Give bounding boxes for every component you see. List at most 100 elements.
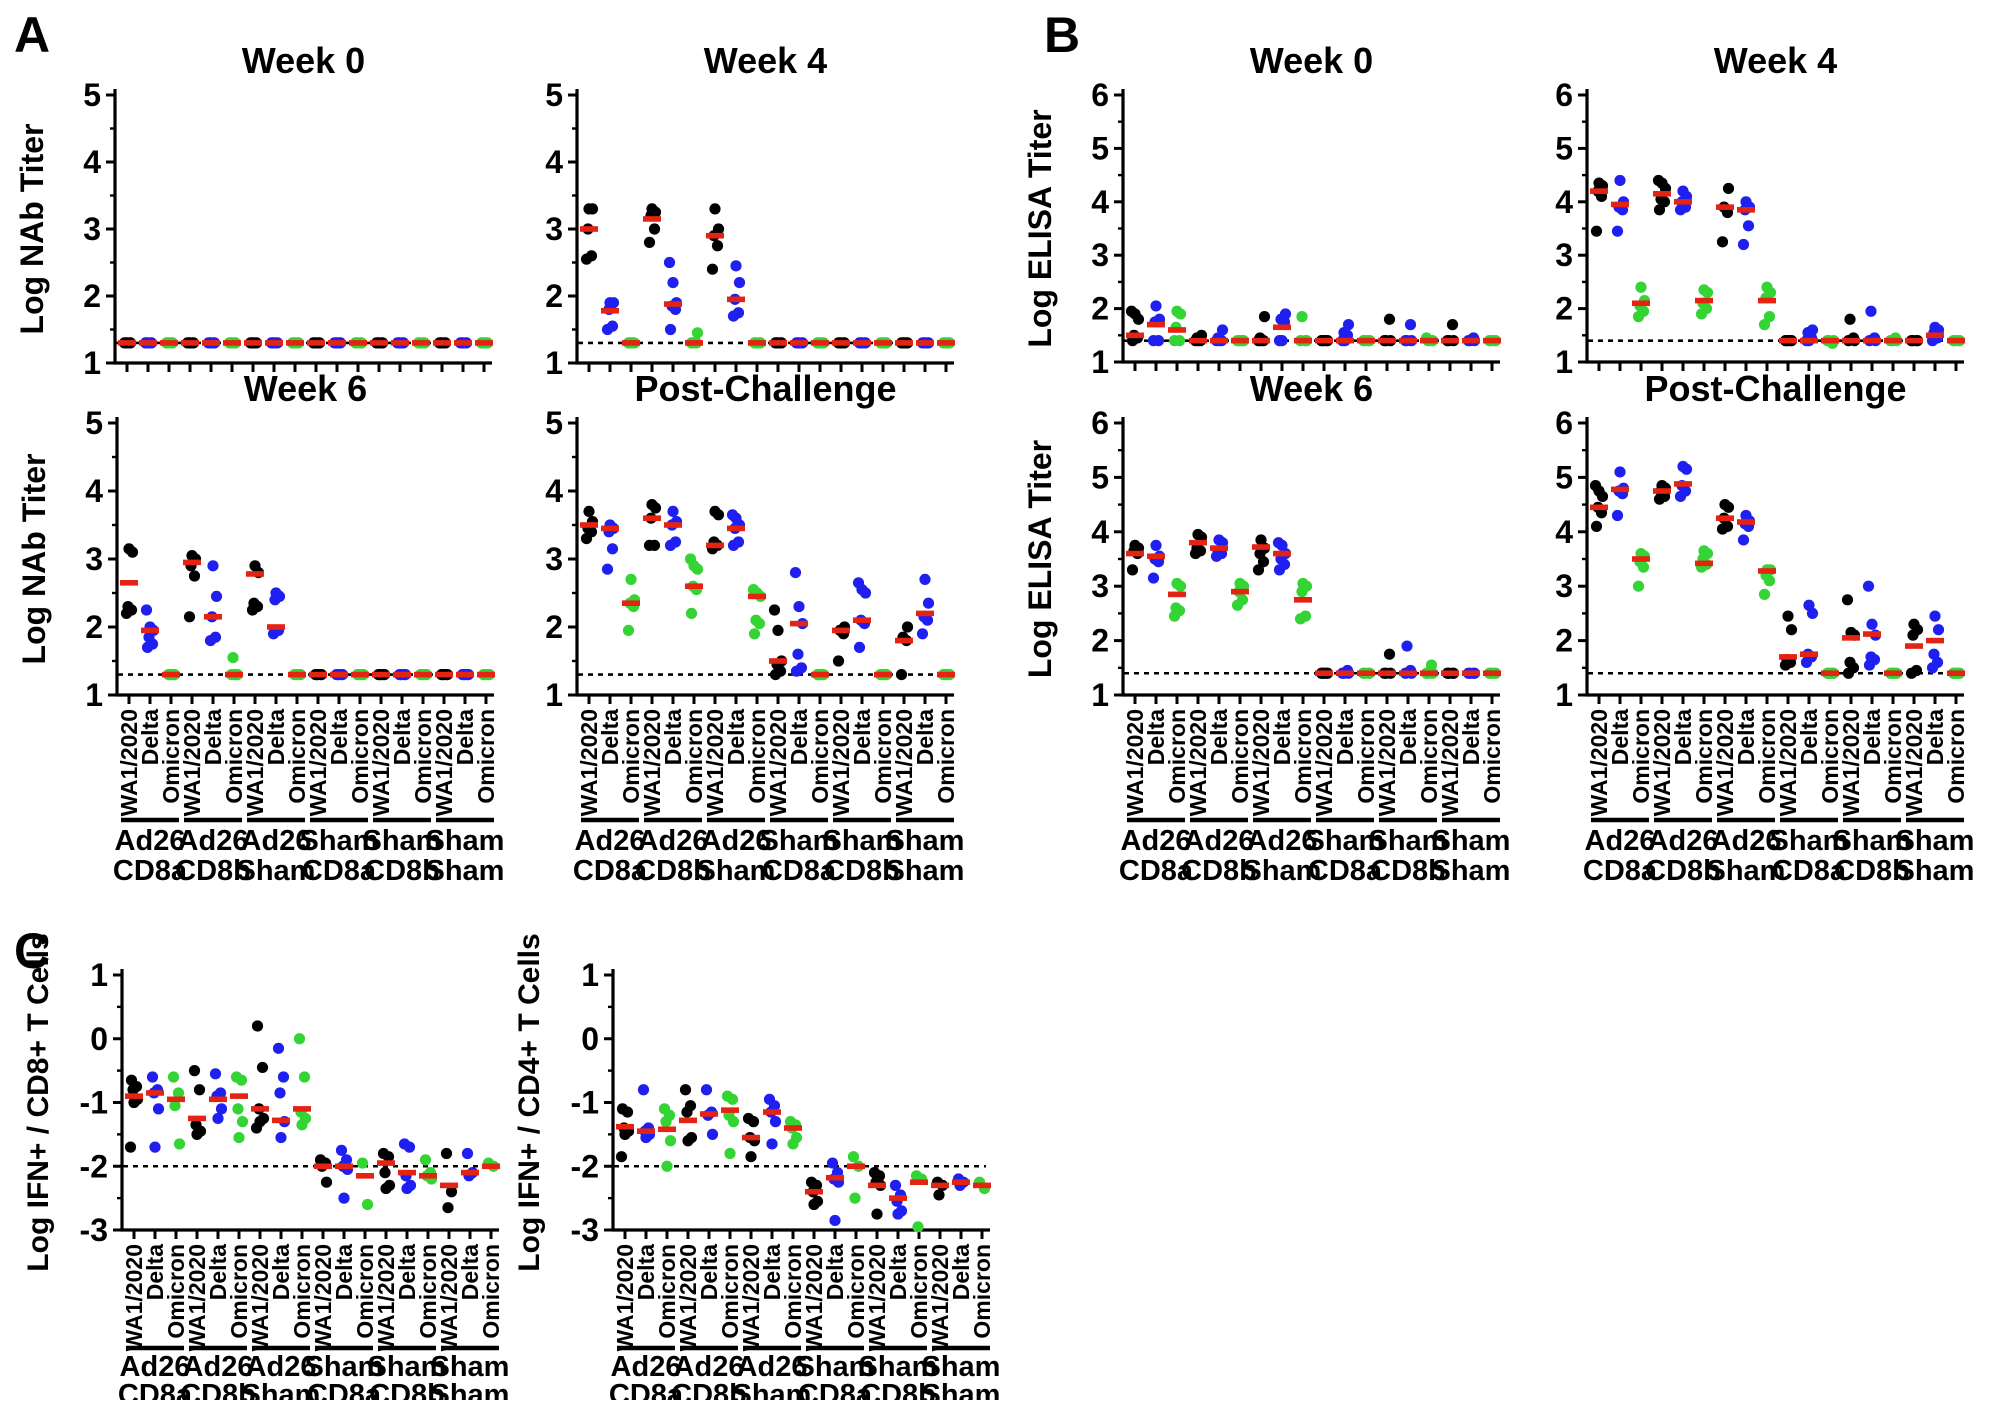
median-bar <box>790 340 808 346</box>
y-tick-label: -2 <box>80 1148 108 1184</box>
data-point <box>922 597 935 609</box>
data-point <box>916 628 929 640</box>
column-ad26-sham-2: Omicron <box>284 669 310 804</box>
column-sham-cd8a-0 <box>769 337 788 372</box>
column-ad26-cd8b-2 <box>1695 284 1714 371</box>
median-bar <box>477 671 495 678</box>
data-point <box>646 499 658 511</box>
data-point <box>419 1154 432 1166</box>
y-tick-label: 5 <box>1555 459 1573 495</box>
median-bar <box>1399 337 1417 344</box>
variant-label: Omicron <box>410 709 436 804</box>
data-point <box>789 567 802 579</box>
variant-label: Omicron <box>473 709 499 804</box>
median-bar <box>223 340 241 346</box>
data-point <box>745 1151 757 1163</box>
column-ad26-cd8b-0: WA1/2020 <box>184 1065 210 1351</box>
data-point <box>648 539 661 552</box>
median-bar <box>435 671 453 678</box>
median-bar <box>727 525 745 532</box>
variant-label: WA1/2020 <box>1248 709 1274 816</box>
variant-label: Delta <box>1458 709 1484 765</box>
variant-label: WA1/2020 <box>242 709 268 816</box>
data-point <box>1785 624 1798 636</box>
data-point <box>1252 564 1265 576</box>
median-bar <box>1779 337 1797 344</box>
group-label-line1: Sham <box>1896 825 1975 857</box>
column-ad26-sham-1: Delta <box>1733 509 1759 765</box>
median-bar <box>1863 631 1881 637</box>
column-ad26-cd8a-2 <box>1632 281 1651 371</box>
variant-label: WA1/2020 <box>1901 709 1927 816</box>
column-ad26-cd8b-1: Delta <box>205 1068 231 1300</box>
variant-label: Omicron <box>654 1244 680 1339</box>
data-point <box>169 1100 181 1112</box>
variant-label: WA1/2020 <box>702 709 728 816</box>
variant-label: WA1/2020 <box>1649 709 1675 816</box>
column-ad26-cd8a-1: Delta <box>1607 466 1633 765</box>
group-label-line2: CD8a <box>1772 855 1847 887</box>
y-tick-label: 2 <box>1555 291 1573 327</box>
median-bar <box>1590 504 1608 511</box>
column-sham-sham-2 <box>1483 335 1502 371</box>
column-ad26-sham-1: Delta <box>1269 537 1295 765</box>
column-sham-cd8b-0: WA1/2020 <box>864 1167 890 1351</box>
subplot-b_post: 123456Post-ChallengeWA1/2020DeltaOmicron… <box>1555 368 1974 887</box>
median-bar <box>139 340 157 346</box>
data-point <box>172 1087 185 1099</box>
panel-letter-b: B <box>1044 7 1080 63</box>
column-sham-cd8b-1: Delta <box>1859 580 1885 765</box>
data-point <box>1803 599 1815 611</box>
data-point <box>1299 610 1312 622</box>
column-sham-cd8b-1 <box>1399 319 1418 371</box>
column-ad26-sham-0: WA1/2020 <box>702 505 728 816</box>
y-tick-label: 1 <box>1555 344 1573 380</box>
median-bar <box>580 226 598 232</box>
variant-label: Omicron <box>158 709 184 804</box>
group-label-line1: Ad26 <box>1247 825 1318 857</box>
column-ad26-sham-2: Omicron <box>1754 564 1780 804</box>
column-sham-cd8a-1 <box>328 337 347 372</box>
column-ad26-cd8a-0 <box>580 203 599 372</box>
column-ad26-cd8b-2: Omicron <box>1691 545 1717 804</box>
column-sham-cd8b-0: WA1/2020 <box>828 621 854 816</box>
data-point <box>1258 311 1271 323</box>
median-bar <box>244 340 262 346</box>
median-bar <box>1842 635 1860 641</box>
column-sham-cd8b-1: Delta <box>1395 640 1421 765</box>
data-point <box>233 1131 245 1144</box>
median-bar <box>1294 597 1312 603</box>
column-ad26-cd8a-0 <box>118 337 137 372</box>
group-label-line1: Ad26 <box>241 825 312 857</box>
data-point <box>146 1071 159 1083</box>
variant-label: Delta <box>452 709 478 765</box>
variant-label: Omicron <box>870 709 896 804</box>
variant-label: WA1/2020 <box>1185 709 1211 816</box>
group-label-line2: Sham <box>697 855 776 887</box>
data-point <box>338 1192 350 1204</box>
data-point <box>1782 610 1794 622</box>
data-point <box>682 1135 694 1147</box>
y-tick-label: 4 <box>545 144 563 180</box>
y-tick-label: 5 <box>85 405 103 441</box>
data-point <box>664 323 677 336</box>
variant-label: Omicron <box>969 1244 995 1339</box>
group-label-line1: Sham <box>368 1351 447 1383</box>
data-point <box>892 1208 904 1220</box>
variant-label: Delta <box>389 709 415 765</box>
median-bar <box>700 1111 718 1117</box>
column-sham-cd8a-2: Omicron <box>807 669 833 804</box>
data-point <box>1589 479 1602 492</box>
column-sham-sham-0: WA1/2020 <box>891 621 917 816</box>
group-label-line1: Sham <box>922 1351 1001 1383</box>
median-bar <box>118 340 136 346</box>
data-point <box>712 223 725 235</box>
column-ad26-cd8a-1: Delta <box>597 519 623 765</box>
data-point <box>1677 460 1689 473</box>
median-bar <box>685 340 703 346</box>
data-point <box>601 563 614 575</box>
data-point <box>727 1116 740 1128</box>
